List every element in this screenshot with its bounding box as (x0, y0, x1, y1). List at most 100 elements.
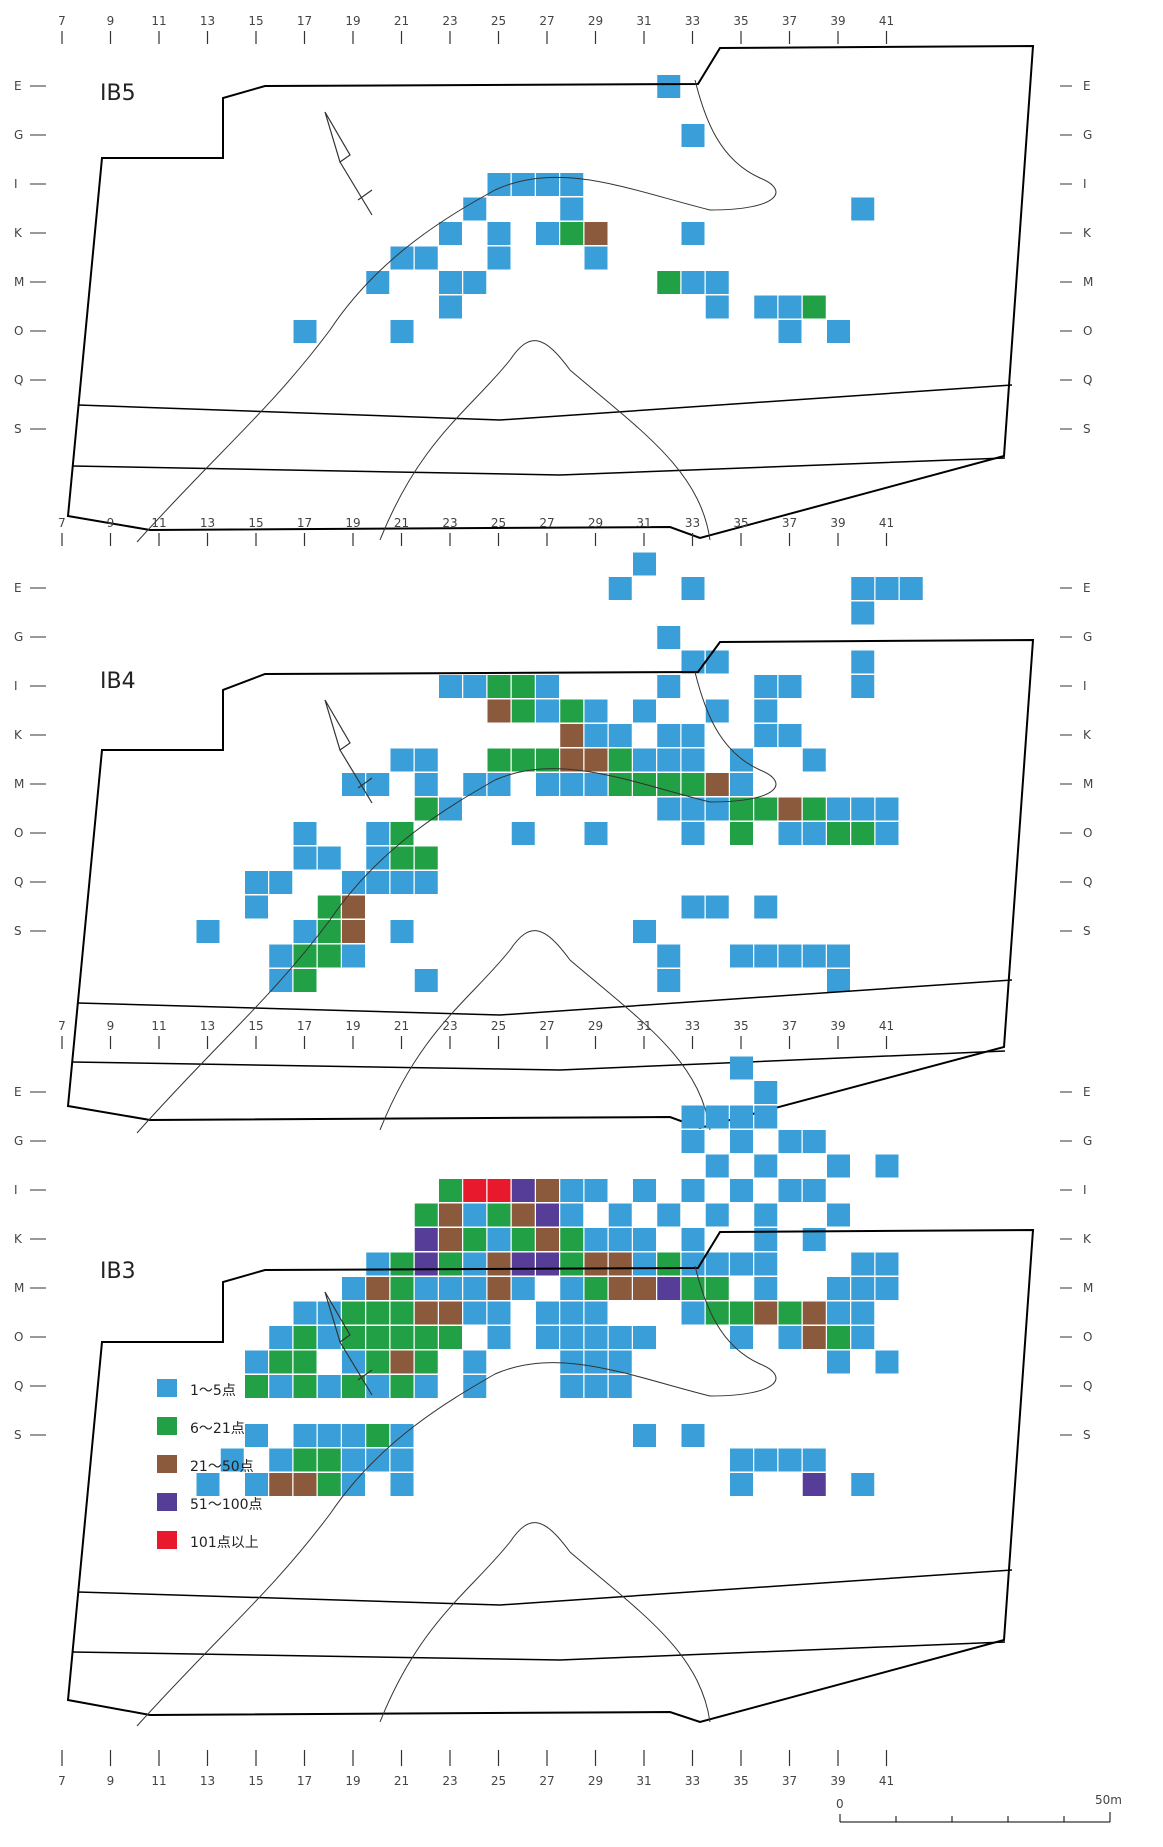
grid-cell-c1 (754, 699, 778, 723)
grid-cell-c1 (851, 1301, 875, 1325)
y-tick-label: M (1083, 1281, 1093, 1295)
y-tick-label: E (1083, 79, 1091, 93)
grid-cell-c1 (802, 1179, 826, 1202)
grid-cell-c1 (608, 1228, 632, 1251)
grid-cell-c1 (705, 895, 729, 919)
grid-cell-c1 (681, 650, 705, 674)
grid-cell-c1 (536, 675, 559, 698)
scale-end-label: 50m (1095, 1793, 1122, 1807)
x-tick-label: 25 (491, 1019, 506, 1033)
grid-cell-c3 (293, 1473, 317, 1496)
grid-cell-c1 (269, 1326, 293, 1349)
road-line (77, 384, 1013, 421)
scale-bar: 0 50m (836, 1793, 1122, 1823)
road-line (77, 979, 1013, 1016)
grid-cell-c2 (754, 797, 778, 821)
y-tick-label: M (14, 777, 24, 791)
grid-cell-c1 (511, 822, 535, 845)
grid-cell-c1 (705, 1154, 729, 1178)
grid-cell-c1 (802, 944, 826, 968)
grid-cell-c2 (487, 748, 511, 772)
grid-cell-c1 (681, 724, 705, 747)
grid-cell-c1 (414, 773, 438, 796)
x-tick-label: 19 (345, 14, 360, 28)
y-tick-label: Q (14, 1379, 23, 1393)
grid-cell-c1 (827, 1277, 850, 1300)
contour-line (136, 79, 777, 543)
y-tick-label: M (1083, 275, 1093, 289)
grid-cell-c1 (778, 724, 802, 747)
grid-cell-c1 (317, 1326, 341, 1349)
grid-cell-c4 (536, 1252, 559, 1276)
x-tick-label: 13 (200, 14, 215, 28)
y-tick-label: I (1083, 1183, 1087, 1197)
y-tick-label: O (14, 1330, 23, 1344)
grid-cell-c1 (317, 846, 341, 870)
legend-swatch (157, 1531, 177, 1549)
grid-cell-c2 (414, 1350, 438, 1374)
grid-cell-c1 (875, 1154, 899, 1178)
grid-cell-c2 (293, 969, 317, 992)
grid-cell-c1 (245, 1424, 268, 1447)
grid-cell-c1 (317, 1375, 341, 1398)
grid-cell-c3 (754, 1301, 778, 1325)
x-tick-label: 9 (107, 1019, 115, 1033)
grid-cell-c1 (487, 1326, 511, 1349)
grid-cell-c1 (633, 1326, 656, 1349)
grid-cell-c1 (681, 748, 705, 772)
x-tick-label: 41 (879, 14, 894, 28)
grid-cell-c3 (608, 1277, 632, 1300)
grid-cell-c1 (487, 1301, 511, 1325)
grid-cell-c1 (851, 1252, 875, 1276)
x-tick-label: 27 (539, 14, 554, 28)
grid-cell-c2 (730, 1301, 753, 1325)
grid-cell-c1 (584, 246, 608, 270)
grid-cell-c1 (851, 1277, 875, 1300)
grid-cell-c1 (730, 1448, 753, 1472)
x-tick-label: 31 (636, 14, 651, 28)
grid-cell-c1 (633, 1228, 656, 1251)
y-tick-label: E (1083, 581, 1091, 595)
grid-cell-c1 (730, 1130, 753, 1153)
panel-title: ⅠB3 (100, 1259, 136, 1284)
grid-cell-c2 (657, 1252, 681, 1276)
grid-cell-c1 (657, 1203, 681, 1227)
grid-cell-c1 (730, 1105, 753, 1129)
x-tick-label: 41 (879, 516, 894, 530)
grid-cell-c2 (705, 1277, 729, 1300)
grid-cell-c1 (608, 577, 632, 600)
grid-cell-c1 (463, 271, 487, 294)
grid-cell-c1 (439, 675, 462, 698)
x-tick-label: 19 (345, 1774, 360, 1788)
grid-cell-c3 (439, 1301, 462, 1325)
legend-label: 101点以上 (190, 1535, 259, 1551)
grid-cell-c3 (584, 748, 608, 772)
y-tick-label: S (1083, 422, 1091, 436)
grid-cell-c2 (827, 1326, 850, 1349)
y-tick-label: G (14, 128, 23, 142)
grid-cell-c1 (633, 748, 656, 772)
grid-cell-c2 (390, 846, 414, 870)
grid-cell-c1 (463, 197, 487, 221)
x-tick-label: 19 (345, 516, 360, 530)
grid-cell-c1 (584, 1301, 608, 1325)
grid-cell-c3 (390, 1350, 414, 1374)
grid-cell-c1 (366, 1448, 390, 1472)
x-tick-label: 9 (107, 516, 115, 530)
x-tick-label: 11 (151, 516, 166, 530)
grid-cell-c2 (293, 1326, 317, 1349)
x-tick-label: 21 (394, 1019, 409, 1033)
x-tick-label: 35 (733, 1774, 748, 1788)
grid-cell-c1 (778, 1448, 802, 1472)
cells-layer (196, 552, 923, 992)
y-tick-label: O (14, 826, 23, 840)
grid-cell-c2 (511, 675, 535, 698)
grid-cell-c1 (487, 246, 511, 270)
grid-cell-c1 (705, 271, 729, 294)
grid-cell-c2 (608, 748, 632, 772)
grid-cell-c1 (730, 1179, 753, 1202)
grid-cell-c1 (754, 295, 778, 319)
y-tick-label: K (14, 226, 23, 240)
grid-cell-c4 (511, 1252, 535, 1276)
x-tick-label: 23 (442, 14, 457, 28)
